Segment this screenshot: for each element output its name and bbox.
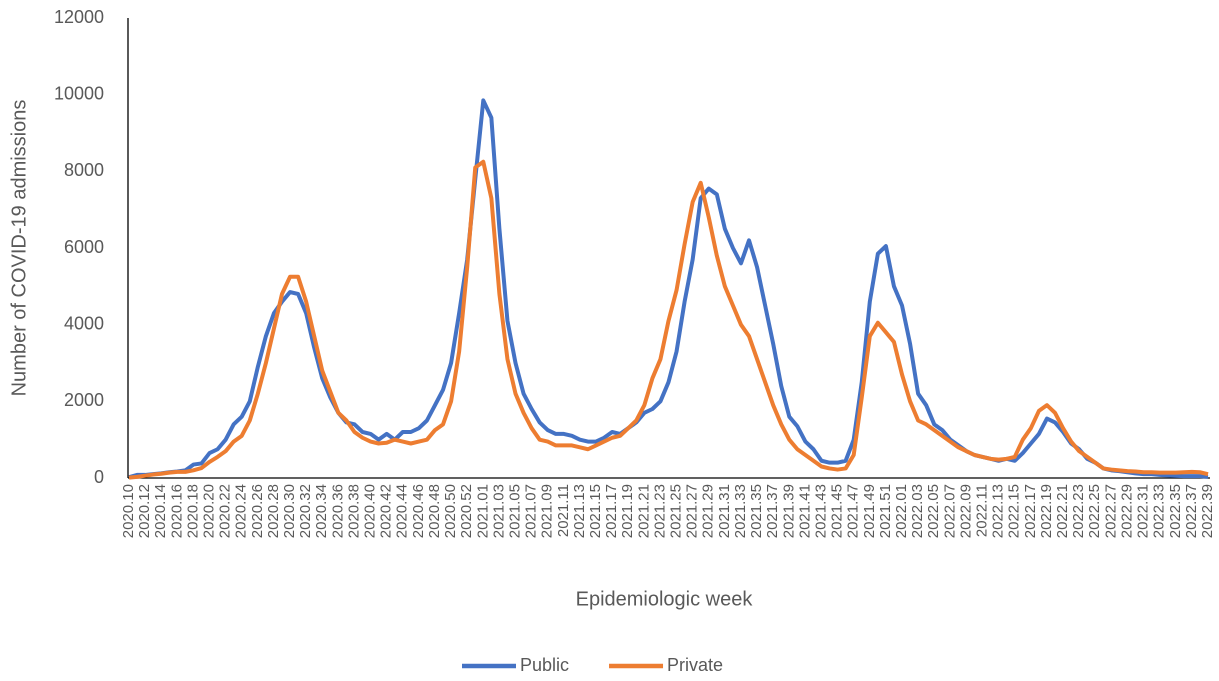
x-tick-label: 2020.28 <box>265 484 282 538</box>
x-tick-label: 2021.15 <box>587 484 604 538</box>
x-tick-label: 2021.05 <box>506 484 523 538</box>
x-tick-label: 2021.49 <box>861 484 878 538</box>
y-tick-label: 4000 <box>64 313 104 333</box>
x-tick-label: 2022.15 <box>1006 484 1023 538</box>
x-tick-label: 2021.51 <box>877 484 894 538</box>
x-tick-label: 2021.17 <box>603 484 620 538</box>
x-tick-label: 2021.01 <box>474 484 491 538</box>
x-tick-label: 2021.31 <box>716 484 733 538</box>
x-tick-label: 2020.36 <box>329 484 346 538</box>
x-tick-label: 2021.41 <box>796 484 813 538</box>
x-tick-label: 2020.42 <box>378 484 395 538</box>
x-tick-label: 2021.03 <box>490 484 507 538</box>
legend-label: Private <box>667 655 723 675</box>
y-tick-label: 6000 <box>64 237 104 257</box>
x-tick-label: 2021.43 <box>812 484 829 538</box>
x-tick-label: 2022.17 <box>1022 484 1039 538</box>
x-tick-label: 2021.21 <box>635 484 652 538</box>
x-tick-label: 2022.01 <box>893 484 910 538</box>
x-tick-label: 2020.32 <box>297 484 314 538</box>
x-tick-label: 2022.27 <box>1102 484 1119 538</box>
x-tick-label: 2021.11 <box>555 484 572 537</box>
legend-label: Public <box>520 655 569 675</box>
x-tick-label: 2020.10 <box>120 484 137 538</box>
x-tick-label: 2021.25 <box>668 484 685 538</box>
x-tick-label: 2020.48 <box>426 484 443 538</box>
x-tick-label: 2021.37 <box>764 484 781 538</box>
x-tick-label: 2021.39 <box>780 484 797 538</box>
x-tick-label: 2022.13 <box>990 484 1007 538</box>
x-tick-label: 2022.31 <box>1135 484 1152 538</box>
x-tick-label: 2020.16 <box>168 484 185 538</box>
x-tick-label: 2020.46 <box>410 484 427 538</box>
x-tick-label: 2022.11 <box>974 484 991 537</box>
series-line <box>128 159 1209 480</box>
x-tick-label: 2020.30 <box>281 484 298 538</box>
x-tick-label: 2020.38 <box>345 484 362 538</box>
x-tick-label: 2020.20 <box>200 484 217 538</box>
x-tick-label: 2020.14 <box>152 484 169 538</box>
x-tick-label: 2021.45 <box>829 484 846 538</box>
x-tick-label: 2020.12 <box>136 484 153 538</box>
x-tick-label: 2021.29 <box>700 484 717 538</box>
x-tick-label: 2022.29 <box>1118 484 1135 538</box>
x-tick-label: 2020.24 <box>233 484 250 538</box>
x-tick-label: 2022.07 <box>941 484 958 538</box>
x-tick-label: 2020.22 <box>217 484 234 538</box>
x-tick-label: 2021.35 <box>748 484 765 538</box>
x-tick-label: 2020.50 <box>442 484 459 538</box>
x-tick-label: 2021.33 <box>732 484 749 538</box>
y-tick-label: 0 <box>94 467 104 487</box>
x-tick-label: 2020.44 <box>394 484 411 538</box>
x-tick-label: 2020.18 <box>184 484 201 538</box>
x-tick-label: 2022.33 <box>1151 484 1168 538</box>
y-tick-label: 8000 <box>64 160 104 180</box>
x-tick-label: 2021.09 <box>539 484 556 538</box>
x-tick-label: 2022.37 <box>1183 484 1200 538</box>
x-tick-label: 2022.39 <box>1199 484 1216 538</box>
y-axis-title: Number of COVID-19 admissions <box>8 100 30 397</box>
x-tick-label: 2022.23 <box>1070 484 1087 538</box>
series-line <box>128 98 1209 480</box>
x-tick-label: 2020.34 <box>313 484 330 538</box>
x-tick-label: 2022.03 <box>909 484 926 538</box>
x-tick-label: 2022.19 <box>1038 484 1055 538</box>
x-tick-label: 2022.25 <box>1086 484 1103 538</box>
x-tick-label: 2021.27 <box>684 484 701 538</box>
x-tick-label: 2020.52 <box>458 484 475 538</box>
x-tick-label: 2021.13 <box>571 484 588 538</box>
x-tick-label: 2022.05 <box>925 484 942 538</box>
y-tick-label: 12000 <box>54 7 104 27</box>
x-tick-label: 2021.07 <box>523 484 540 538</box>
x-tick-label: 2021.19 <box>619 484 636 538</box>
x-tick-label: 2021.23 <box>651 484 668 538</box>
x-tick-label: 2022.09 <box>957 484 974 538</box>
y-tick-label: 2000 <box>64 390 104 410</box>
x-tick-label: 2020.26 <box>249 484 266 538</box>
x-tick-label: 2021.47 <box>845 484 862 538</box>
x-tick-label: 2022.35 <box>1167 484 1184 538</box>
x-tick-label: 2022.21 <box>1054 484 1071 538</box>
x-tick-label: 2020.40 <box>362 484 379 538</box>
x-axis-title: Epidemiologic week <box>576 588 754 610</box>
y-tick-label: 10000 <box>54 83 104 103</box>
